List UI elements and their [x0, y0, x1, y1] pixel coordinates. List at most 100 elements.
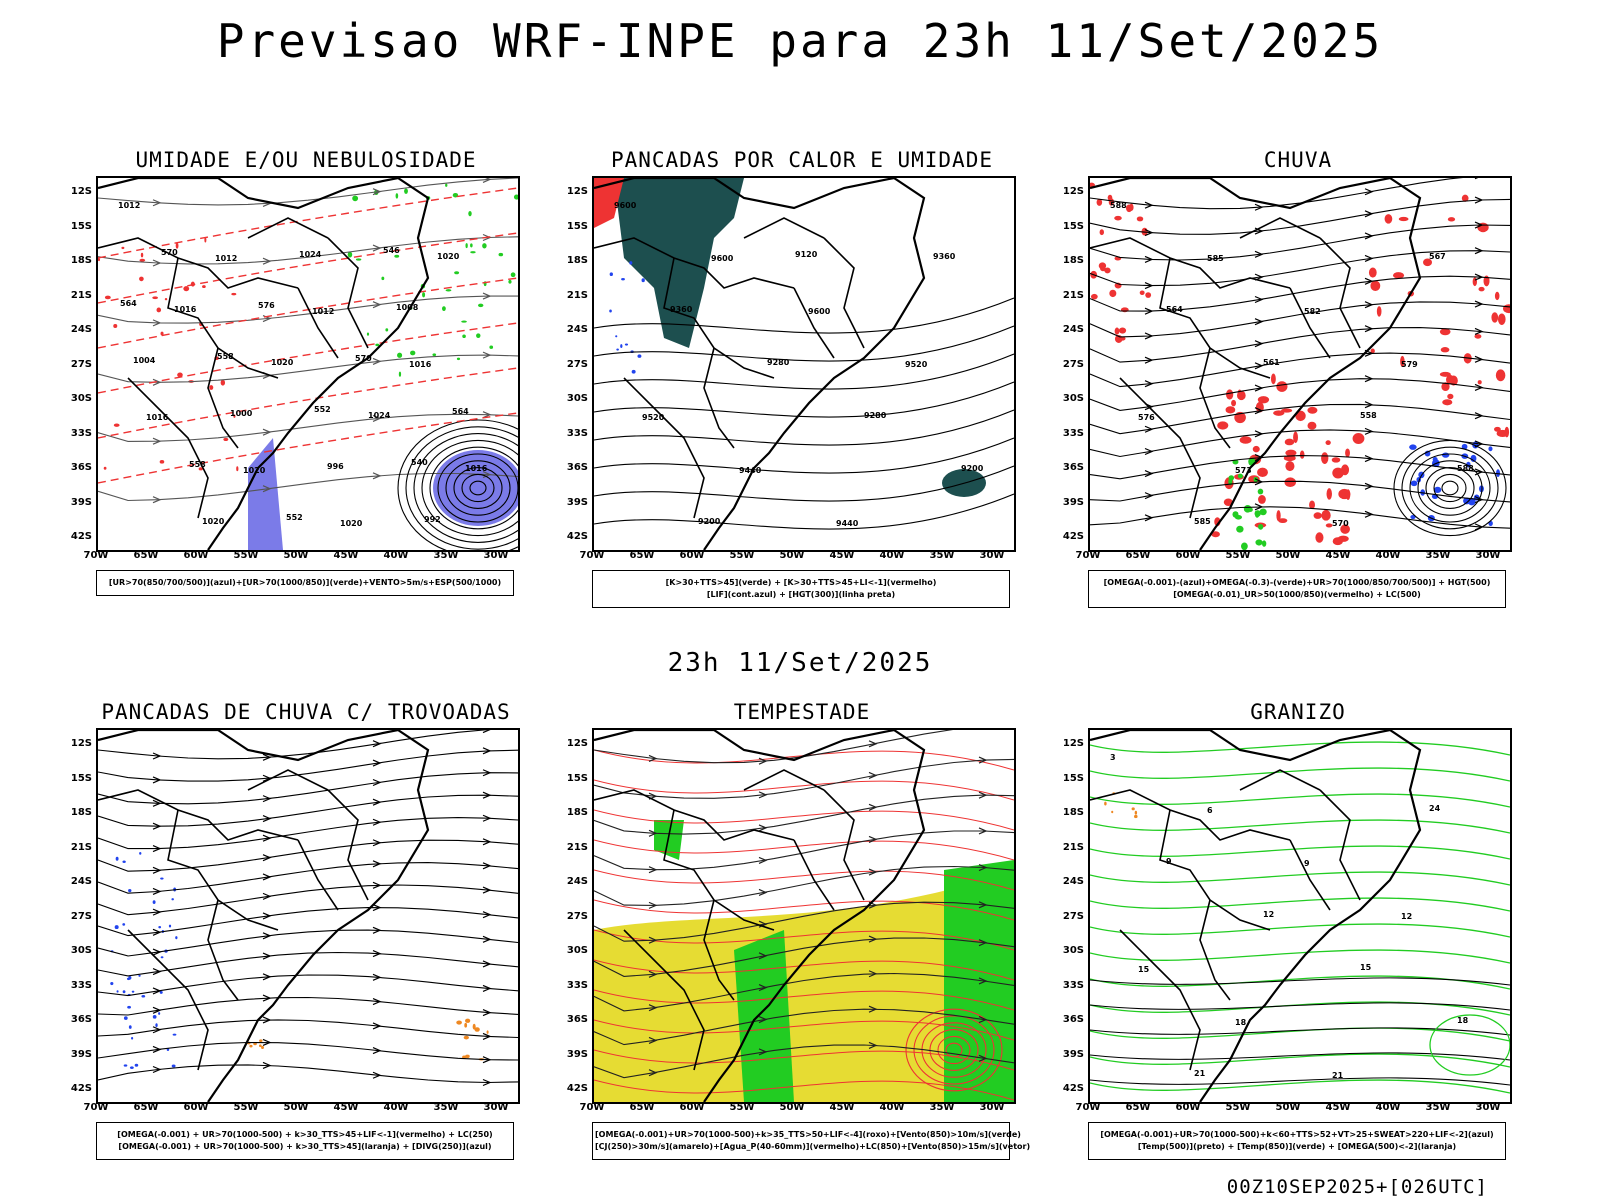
contour-label: 1016 — [174, 305, 197, 314]
contour-label: 6 — [1207, 806, 1213, 815]
legend-line: [OMEGA(-0.001) + UR>70(1000-500) + k>30_… — [117, 1130, 493, 1139]
lat-tick-label: 27S — [566, 358, 588, 370]
contour-label: 558 — [189, 460, 206, 469]
granizo-map: 3 6 9 12 15 18 21 24 9 12 15 18 21 — [1088, 728, 1512, 1104]
lat-tick-label: 33S — [70, 427, 92, 439]
pancadas-calor-legend: [K>30+TTS>45](verde) + [K>30+TTS>45+LI<-… — [592, 570, 1010, 608]
tempestade-map — [592, 728, 1016, 1104]
contour-label: 540 — [411, 458, 428, 467]
lon-tick-label: 55W — [1225, 550, 1251, 561]
lon-tick-label: 70W — [83, 1102, 109, 1113]
tempestade-legend: [OMEGA(-0.001)+UR>70(1000-500)+k>35_TTS>… — [592, 1122, 1030, 1160]
lon-tick-label: 35W — [433, 1102, 459, 1113]
lat-tick-label: 42S — [566, 1083, 588, 1094]
contour-label: 1024 — [299, 250, 322, 259]
lon-tick-label: 45W — [829, 1102, 855, 1113]
lat-tick-label: 21S — [1062, 289, 1084, 301]
umidade-legend: [UR>70(850/700/500)](azul)+[UR>70(1000/8… — [96, 570, 514, 596]
contour-label: 1016 — [146, 413, 169, 422]
lat-tick-label: 36S — [566, 1014, 588, 1025]
lon-tick-label: 40W — [383, 550, 409, 561]
lon-tick-label: 70W — [579, 1102, 605, 1113]
lon-tick-label: 40W — [879, 550, 905, 561]
lat-tick-label: 42S — [1062, 531, 1084, 542]
chuva-panel-title: CHUVA — [1263, 148, 1333, 172]
lat-tick-label: 36S — [1062, 462, 1084, 473]
lat-tick-label: 39S — [1062, 496, 1084, 508]
lon-tick-label: 65W — [1125, 550, 1151, 561]
lat-tick-label: 36S — [1062, 1014, 1084, 1025]
contour-label: 3 — [1110, 753, 1116, 762]
lat-tick-label: 36S — [70, 1014, 92, 1025]
lon-tick-label: 30W — [1475, 1102, 1501, 1113]
contour-label: 570 — [1332, 519, 1349, 528]
contour-label: 570 — [355, 354, 372, 363]
contour-label: 1020 — [271, 358, 294, 367]
lon-tick-label: 50W — [1275, 550, 1301, 561]
lon-tick-label: 60W — [679, 1102, 705, 1113]
legend-line: [OMEGA(-0.001)-(azul)+OMEGA(-0.3)-(verde… — [1103, 578, 1491, 587]
lat-tick-label: 27S — [1062, 910, 1084, 922]
lon-tick-label: 45W — [333, 1102, 359, 1113]
legend-line: [K>30+TTS>45](verde) + [K>30+TTS>45+LI<-… — [665, 578, 937, 587]
contour-label: 579 — [1401, 360, 1418, 369]
lat-tick-label: 21S — [70, 841, 92, 853]
contour-label: 9360 — [933, 252, 956, 261]
lat-tick-label: 24S — [566, 324, 588, 335]
run-info-footer: 00Z10SEP2025+[026UTC] — [1226, 1176, 1488, 1198]
lat-tick-label: 30S — [70, 393, 92, 404]
trovoadas-panel-title: PANCADAS DE CHUVA C/ TROVOADAS — [101, 700, 511, 724]
contour-label: 9600 — [808, 307, 831, 316]
contour-label: 1020 — [243, 466, 266, 475]
lon-tick-label: 65W — [629, 1102, 655, 1113]
lat-tick-label: 30S — [566, 393, 588, 404]
contour-label: 585 — [1194, 517, 1211, 526]
lat-tick-label: 30S — [1062, 945, 1084, 956]
lat-tick-label: 27S — [1062, 358, 1084, 370]
lat-tick-label: 18S — [1062, 255, 1084, 266]
lon-tick-label: 30W — [483, 550, 509, 561]
lon-tick-label: 70W — [579, 550, 605, 561]
lat-tick-label: 30S — [566, 945, 588, 956]
contour-label: 561 — [1263, 358, 1280, 367]
pancadas-calor-panel-title: PANCADAS POR CALOR E UMIDADE — [610, 148, 993, 172]
lat-tick-label: 12S — [70, 738, 92, 749]
contour-label: 564 — [120, 299, 137, 308]
legend-line: [OMEGA(-0.001) + UR>70(1000-500) + k>30_… — [118, 1142, 492, 1151]
lat-tick-label: 15S — [70, 772, 92, 784]
contour-label: 552 — [286, 513, 303, 522]
contour-label: 9520 — [905, 360, 928, 369]
lon-tick-label: 60W — [1175, 550, 1201, 561]
contour-label: 992 — [424, 515, 441, 524]
lon-tick-label: 65W — [133, 550, 159, 561]
lat-tick-label: 42S — [566, 531, 588, 542]
contour-label: 21 — [1332, 1071, 1344, 1080]
lat-tick-label: 12S — [70, 186, 92, 197]
lon-tick-label: 40W — [879, 1102, 905, 1113]
lat-tick-label: 12S — [566, 186, 588, 197]
lat-tick-label: 15S — [70, 220, 92, 232]
contour-label: 9440 — [836, 519, 859, 528]
lon-tick-label: 35W — [929, 550, 955, 561]
lat-tick-label: 42S — [1062, 1083, 1084, 1094]
lon-tick-label: 45W — [333, 550, 359, 561]
contour-label: 1012 — [118, 201, 140, 210]
legend-line: [UR>70(850/700/500)](azul)+[UR>70(1000/8… — [108, 578, 502, 587]
lat-tick-label: 39S — [566, 1048, 588, 1060]
contour-label: 9520 — [642, 413, 665, 422]
lon-tick-label: 65W — [133, 1102, 159, 1113]
legend-line: [LIF](cont.azul) + [HGT(300)](linha pret… — [706, 590, 896, 599]
contour-label: 1000 — [230, 409, 253, 418]
contour-label: 576 — [1138, 413, 1155, 422]
lat-tick-label: 30S — [1062, 393, 1084, 404]
contour-label: 9600 — [614, 201, 637, 210]
legend-line: [Temp(500)](preto) + [Temp(850)](verde) … — [1137, 1142, 1457, 1151]
pancadas-calor-map: 9600 9600 9600 9520 9520 9440 9440 9360 9360 9280… — [592, 176, 1016, 552]
legend-line: [OMEGA(-0.001)+UR>70(1000-500)+k<60+TTS>… — [1100, 1130, 1494, 1139]
legend-line: [OMEGA(-0.001)+UR>70(1000-500)+k>35_TTS>… — [595, 1130, 1021, 1139]
contour-label: 1008 — [396, 303, 419, 312]
lon-tick-label: 35W — [1425, 550, 1451, 561]
contour-label: 588 — [1110, 201, 1127, 210]
contour-label: 24 — [1429, 804, 1441, 813]
trovoadas-legend: [OMEGA(-0.001) + UR>70(1000-500) + k>30_… — [96, 1122, 514, 1160]
